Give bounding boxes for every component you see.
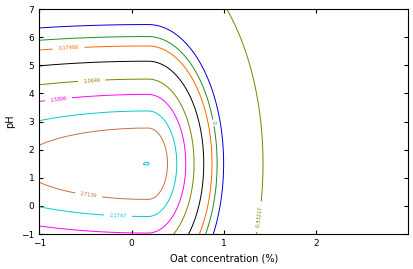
Text: 1.0649: 1.0649: [83, 77, 100, 84]
Text: 2.1747: 2.1747: [109, 213, 126, 219]
Text: -0.17466: -0.17466: [5, 26, 27, 33]
Y-axis label: pH: pH: [5, 115, 16, 128]
Text: 0: 0: [210, 121, 216, 125]
Text: 1.0649: 1.0649: [31, 239, 49, 246]
Text: -0.53217: -0.53217: [255, 206, 263, 228]
Text: 1.5896: 1.5896: [50, 95, 67, 103]
Text: 0.17466: 0.17466: [58, 45, 78, 51]
Text: 2.7139: 2.7139: [80, 191, 97, 199]
X-axis label: Oat concentration (%): Oat concentration (%): [169, 253, 277, 263]
Text: 0.53217: 0.53217: [6, 64, 26, 72]
